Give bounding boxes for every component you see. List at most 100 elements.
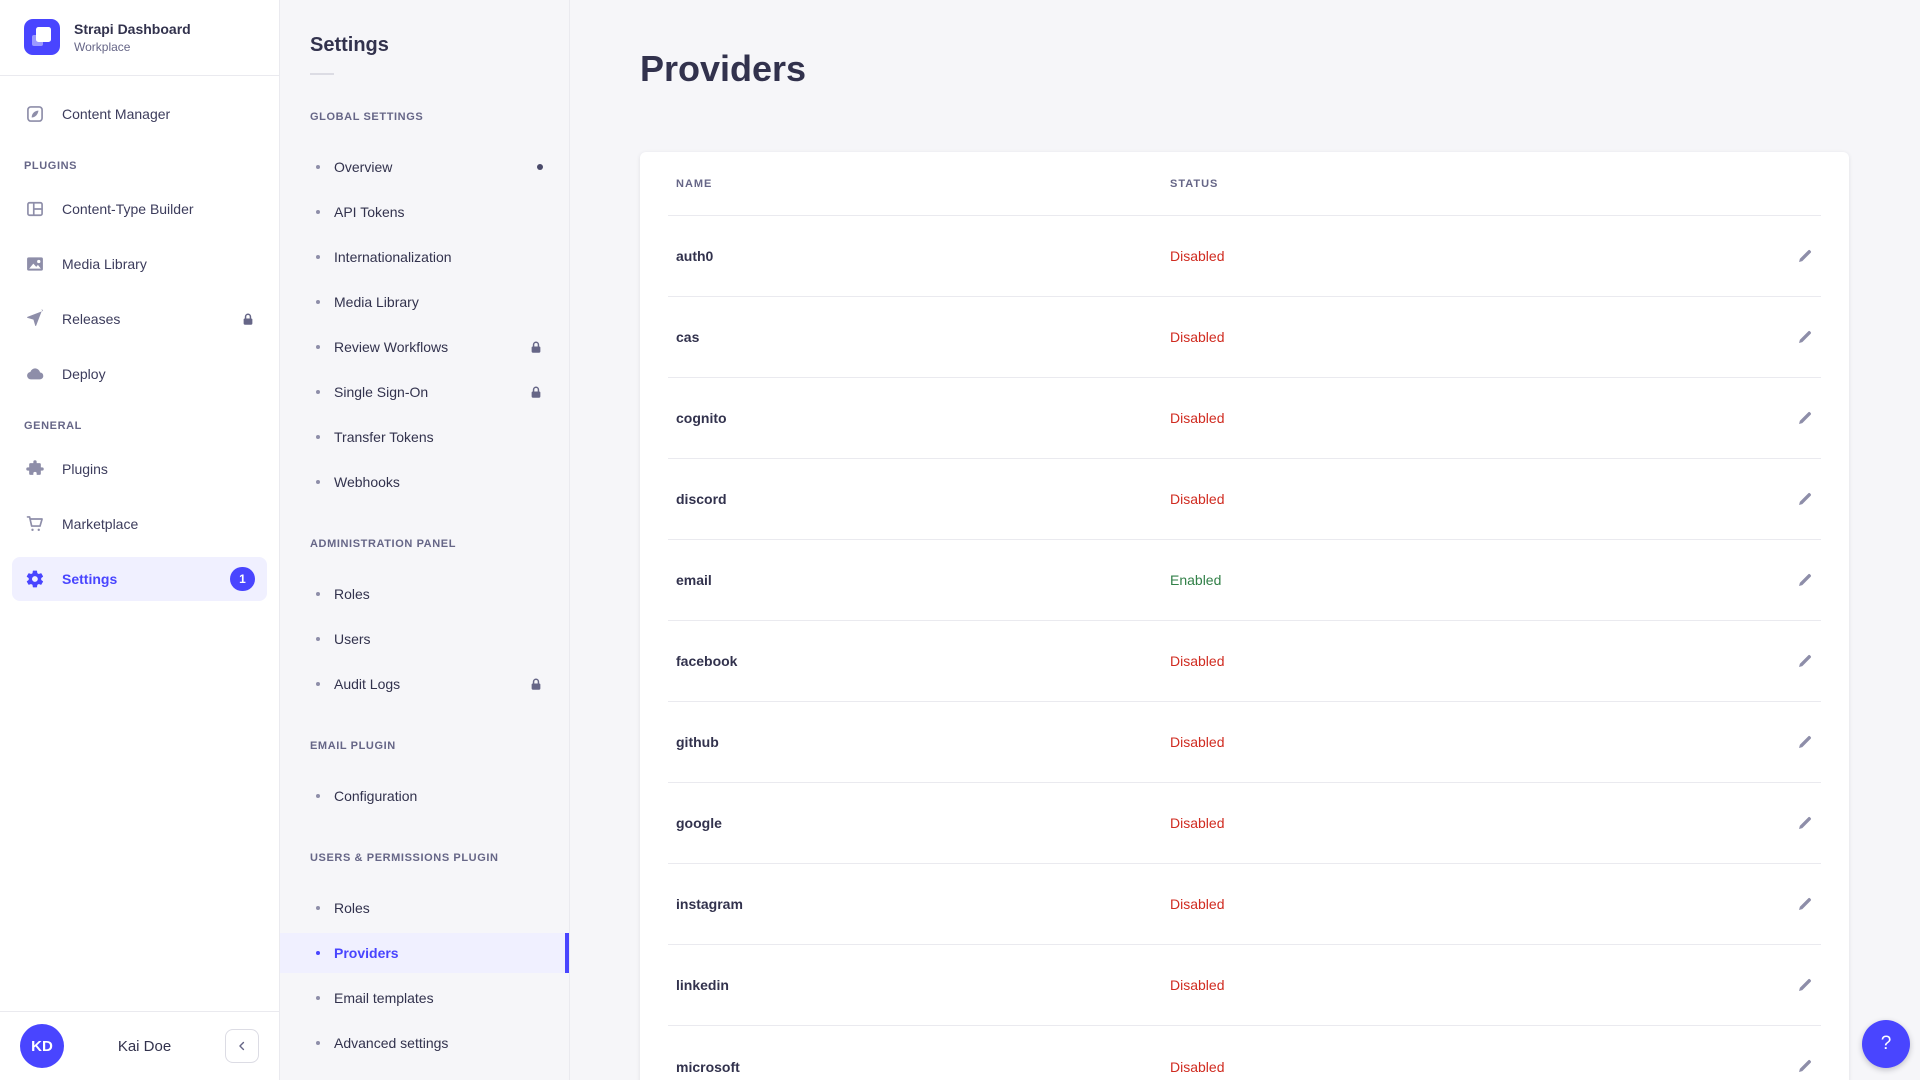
table-row-microsoft: microsoft Disabled (668, 1026, 1821, 1080)
subnav-item-configuration[interactable]: Configuration (280, 776, 569, 816)
pencil-icon (1796, 653, 1813, 670)
subnav-item-email-templates[interactable]: Email templates (280, 978, 569, 1018)
subnav-item-media-library[interactable]: Media Library (280, 282, 569, 322)
edit-provider-button[interactable] (1796, 734, 1813, 751)
bullet-icon (316, 255, 320, 259)
settings-subnav: Settings GLOBAL SETTINGS Overview API Toke… (280, 0, 570, 1080)
provider-status: Disabled (1170, 248, 1225, 264)
bullet-icon (316, 996, 320, 1000)
edit-provider-button[interactable] (1796, 572, 1813, 589)
edit-provider-button[interactable] (1796, 329, 1813, 346)
pencil-icon (1796, 329, 1813, 346)
pencil-icon (1796, 572, 1813, 589)
sidebar-item-label: Releases (62, 311, 121, 327)
provider-status: Disabled (1170, 734, 1225, 750)
subnav-item-label: Email templates (334, 990, 434, 1006)
collapse-sidebar-button[interactable] (225, 1029, 259, 1063)
sidebar-item-marketplace[interactable]: Marketplace (12, 502, 267, 546)
sidebar-item-label: Settings (62, 571, 118, 587)
edit-provider-button[interactable] (1796, 248, 1813, 265)
lock-icon (529, 677, 543, 692)
edit-provider-button[interactable] (1796, 1058, 1813, 1075)
subnav-item-internationalization[interactable]: Internationalization (280, 237, 569, 277)
subnav-item-webhooks[interactable]: Webhooks (280, 462, 569, 502)
subnav-item-api-tokens[interactable]: API Tokens (280, 192, 569, 232)
edit-provider-button[interactable] (1796, 815, 1813, 832)
edit-provider-button[interactable] (1796, 491, 1813, 508)
sidebar-item-releases[interactable]: Releases (12, 297, 267, 341)
table-row-discord: discord Disabled (668, 459, 1821, 540)
provider-name: email (676, 572, 712, 588)
subnav-item-transfer-tokens[interactable]: Transfer Tokens (280, 417, 569, 457)
sidebar-item-media-library[interactable]: Media Library (12, 242, 267, 286)
subnav-item-overview[interactable]: Overview (280, 147, 569, 187)
table-row-cognito: cognito Disabled (668, 378, 1821, 459)
table-row-github: github Disabled (668, 702, 1821, 783)
subnav-item-providers[interactable]: Providers (280, 933, 569, 973)
providers-table-card: NAME STATUS auth0 Disabled cas Disabled cogn… (640, 152, 1849, 1080)
provider-status: Disabled (1170, 977, 1225, 993)
table-header-row: NAME STATUS (668, 152, 1821, 216)
sidebar-item-content-type-builder[interactable]: Content-Type Builder (12, 187, 267, 231)
subnav-item-roles[interactable]: Roles (280, 888, 569, 928)
provider-status: Disabled (1170, 410, 1225, 426)
provider-name: cas (676, 329, 700, 345)
page-title: Providers (640, 48, 807, 89)
layout-icon (24, 199, 46, 219)
puzzle-icon (24, 459, 46, 479)
column-header-status: STATUS (1170, 177, 1219, 190)
edit-provider-button[interactable] (1796, 653, 1813, 670)
subnav-item-roles[interactable]: Roles (280, 574, 569, 614)
subnav-item-label: Roles (334, 900, 370, 916)
subnav-item-label: Media Library (334, 294, 419, 310)
subnav-group-title-global-settings: GLOBAL SETTINGS (310, 111, 424, 123)
bullet-icon (316, 1041, 320, 1045)
subnav-item-audit-logs[interactable]: Audit Logs (280, 664, 569, 704)
edit-provider-button[interactable] (1796, 977, 1813, 994)
table-row-auth0: auth0 Disabled (668, 216, 1821, 297)
sidebar-item-plugins[interactable]: Plugins (12, 447, 267, 491)
strapi-logo-icon (24, 19, 60, 55)
subnav-item-advanced-settings[interactable]: Advanced settings (280, 1023, 569, 1063)
provider-status: Disabled (1170, 329, 1225, 345)
subnav-item-review-workflows[interactable]: Review Workflows (280, 327, 569, 367)
edit-provider-button[interactable] (1796, 410, 1813, 427)
sidebar-section-title-general: GENERAL (24, 420, 82, 432)
provider-name: linkedin (676, 977, 729, 993)
subnav-item-label: Users (334, 631, 371, 647)
column-header-name: NAME (676, 177, 713, 190)
notification-dot-icon (537, 164, 543, 170)
sidebar-item-content-manager[interactable]: Content Manager (12, 92, 267, 136)
provider-name: auth0 (676, 248, 714, 264)
sidebar-item-settings[interactable]: Settings 1 (12, 557, 267, 601)
sidebar-item-deploy[interactable]: Deploy (12, 352, 267, 396)
divider (310, 73, 334, 75)
cloud-icon (24, 364, 46, 384)
bullet-icon (316, 794, 320, 798)
workspace-brand[interactable]: Strapi Dashboard Workplace (0, 0, 279, 75)
sidebar-item-label: Media Library (62, 256, 147, 272)
sidebar-section-title-plugins: PLUGINS (24, 160, 78, 172)
subnav-title: Settings (310, 34, 389, 56)
subnav-item-single-sign-on[interactable]: Single Sign-On (280, 372, 569, 412)
edit-provider-button[interactable] (1796, 896, 1813, 913)
bullet-icon (316, 592, 320, 596)
pencil-icon (1796, 734, 1813, 751)
subnav-group-title-users-permissions-plugin: USERS & PERMISSIONS PLUGIN (310, 852, 499, 864)
table-body: auth0 Disabled cas Disabled cognito Disabled d… (668, 216, 1821, 1080)
brand-text: Strapi Dashboard Workplace (74, 21, 191, 54)
lock-icon (529, 340, 543, 355)
avatar[interactable]: KD (20, 1024, 64, 1068)
bullet-icon (316, 637, 320, 641)
divider (0, 75, 279, 76)
lock-icon (241, 312, 255, 327)
subnav-item-label: Review Workflows (334, 339, 449, 355)
lock-icon (529, 385, 543, 400)
subnav-groups: GLOBAL SETTINGS Overview API Tokens Interna… (280, 111, 569, 1063)
user-name: Kai Doe (117, 1037, 172, 1055)
help-button[interactable]: ? (1862, 1020, 1910, 1068)
pen-square-icon (24, 104, 46, 124)
subnav-item-label: API Tokens (334, 204, 405, 220)
subnav-item-users[interactable]: Users (280, 619, 569, 659)
table-row-facebook: facebook Disabled (668, 621, 1821, 702)
